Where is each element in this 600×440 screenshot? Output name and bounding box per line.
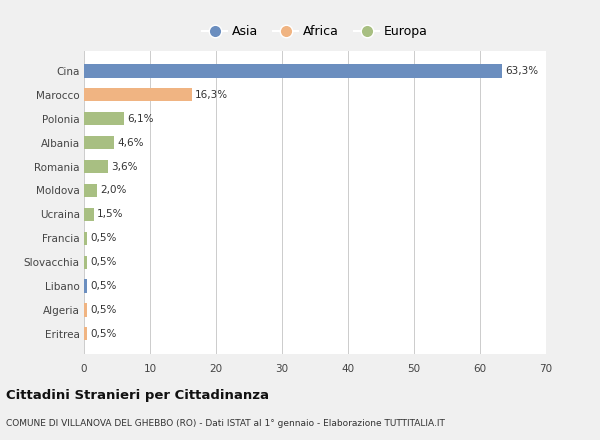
Legend: Asia, Africa, Europa: Asia, Africa, Europa xyxy=(197,20,433,44)
Bar xyxy=(84,64,502,77)
Text: 0,5%: 0,5% xyxy=(91,257,117,267)
Text: 3,6%: 3,6% xyxy=(111,161,137,172)
Bar xyxy=(84,160,108,173)
Text: 0,5%: 0,5% xyxy=(91,233,117,243)
Bar xyxy=(84,327,88,341)
Text: 0,5%: 0,5% xyxy=(91,281,117,291)
Text: 1,5%: 1,5% xyxy=(97,209,124,220)
Text: 0,5%: 0,5% xyxy=(91,329,117,339)
Bar xyxy=(84,136,115,149)
Bar xyxy=(84,232,88,245)
Text: 4,6%: 4,6% xyxy=(118,138,144,148)
Bar xyxy=(84,112,124,125)
Text: 2,0%: 2,0% xyxy=(101,185,127,195)
Bar xyxy=(84,303,88,316)
Bar xyxy=(84,208,94,221)
Text: 63,3%: 63,3% xyxy=(505,66,538,76)
Text: 0,5%: 0,5% xyxy=(91,305,117,315)
Bar xyxy=(84,256,88,269)
Text: 6,1%: 6,1% xyxy=(128,114,154,124)
Text: COMUNE DI VILLANOVA DEL GHEBBO (RO) - Dati ISTAT al 1° gennaio - Elaborazione TU: COMUNE DI VILLANOVA DEL GHEBBO (RO) - Da… xyxy=(6,419,445,428)
Bar xyxy=(84,184,97,197)
Bar xyxy=(84,88,191,102)
Bar xyxy=(84,279,88,293)
Text: Cittadini Stranieri per Cittadinanza: Cittadini Stranieri per Cittadinanza xyxy=(6,389,269,403)
Text: 16,3%: 16,3% xyxy=(195,90,228,100)
